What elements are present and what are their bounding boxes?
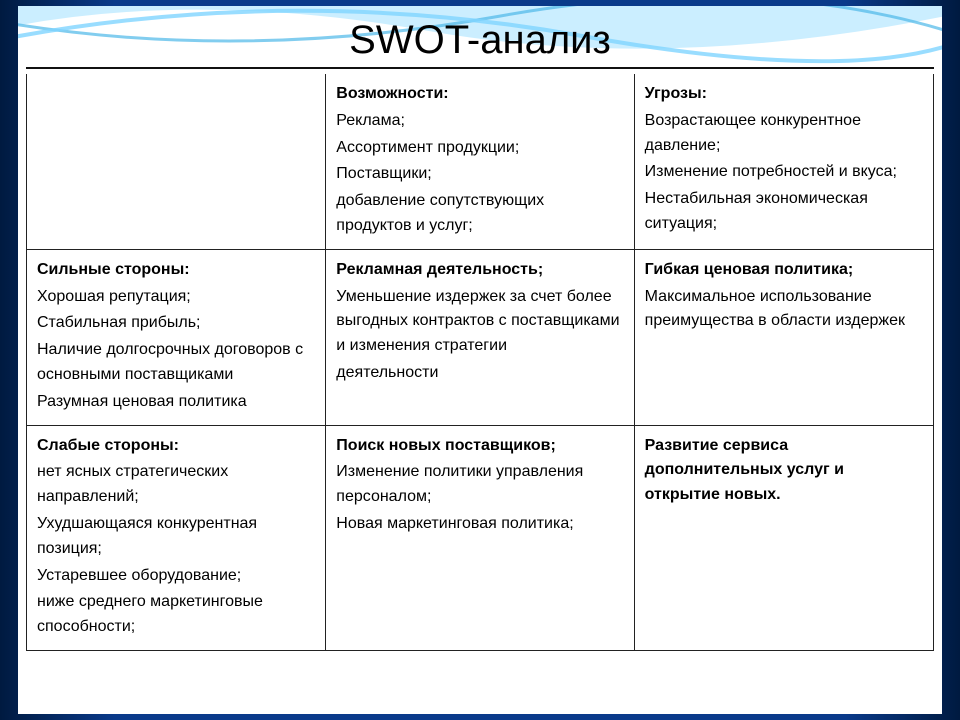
- cell-header: Рекламная деятельность;: [336, 258, 623, 283]
- cell-line: Стабильная прибыль;: [37, 311, 315, 336]
- cell-line: Максимальное использование преимущества …: [645, 285, 923, 335]
- cell-line: Поставщики;: [336, 162, 623, 187]
- cell-line: Наличие долгосрочных договоров с основны…: [37, 338, 315, 388]
- swot-cell: Сильные стороны:Хорошая репутация;Стабил…: [27, 249, 326, 425]
- cell-line: деятельности: [336, 361, 623, 386]
- table-row: Слабые стороны:нет ясных стратегических …: [27, 425, 934, 650]
- cell-line: ниже среднего маркетинговые способности;: [37, 590, 315, 640]
- cell-header: Возможности:: [336, 82, 623, 107]
- cell-line: Возрастающее конкурентное давление;: [645, 109, 923, 159]
- cell-line: Новая маркетинговая политика;: [336, 512, 623, 537]
- cell-line: Нестабильная экономическая ситуация;: [645, 187, 923, 237]
- cell-header: Угрозы:: [645, 82, 923, 107]
- slide-body: SWOT-анализ Возможности:Реклама;Ассортим…: [18, 6, 942, 714]
- cell-line: нет ясных стратегических направлений;: [37, 460, 315, 510]
- cell-line: Устаревшее оборудование;: [37, 564, 315, 589]
- swot-cell: Рекламная деятельность;Уменьшение издерж…: [326, 249, 634, 425]
- swot-table: Возможности:Реклама;Ассортимент продукци…: [26, 74, 934, 651]
- swot-cell: Возможности:Реклама;Ассортимент продукци…: [326, 74, 634, 249]
- cell-line: Изменение политики управления персоналом…: [336, 460, 623, 510]
- cell-line: добавление сопутствующих продуктов и усл…: [336, 189, 623, 239]
- slide-title: SWOT-анализ: [26, 18, 934, 69]
- cell-line: Уменьшение издержек за счет более выгодн…: [336, 285, 623, 359]
- table-row: Сильные стороны:Хорошая репутация;Стабил…: [27, 249, 934, 425]
- swot-cell: [27, 74, 326, 249]
- swot-cell: Слабые стороны:нет ясных стратегических …: [27, 425, 326, 650]
- swot-cell: Угрозы:Возрастающее конкурентное давлени…: [634, 74, 933, 249]
- swot-cell: Поиск новых поставщиков;Изменение полити…: [326, 425, 634, 650]
- table-row: Возможности:Реклама;Ассортимент продукци…: [27, 74, 934, 249]
- cell-header: Сильные стороны:: [37, 258, 315, 283]
- cell-header: Поиск новых поставщиков;: [336, 434, 623, 459]
- cell-header: Развитие сервиса дополнительных услуг и …: [645, 434, 923, 508]
- slide-frame: SWOT-анализ Возможности:Реклама;Ассортим…: [0, 0, 960, 720]
- swot-cell: Гибкая ценовая политика;Максимальное исп…: [634, 249, 933, 425]
- cell-header: Слабые стороны:: [37, 434, 315, 459]
- cell-line: Изменение потребностей и вкуса;: [645, 160, 923, 185]
- cell-line: Ухудшающаяся конкурентная позиция;: [37, 512, 315, 562]
- cell-line: Хорошая репутация;: [37, 285, 315, 310]
- cell-header: Гибкая ценовая политика;: [645, 258, 923, 283]
- swot-cell: Развитие сервиса дополнительных услуг и …: [634, 425, 933, 650]
- cell-line: Разумная ценовая политика: [37, 390, 315, 415]
- cell-line: Реклама;: [336, 109, 623, 134]
- cell-line: Ассортимент продукции;: [336, 136, 623, 161]
